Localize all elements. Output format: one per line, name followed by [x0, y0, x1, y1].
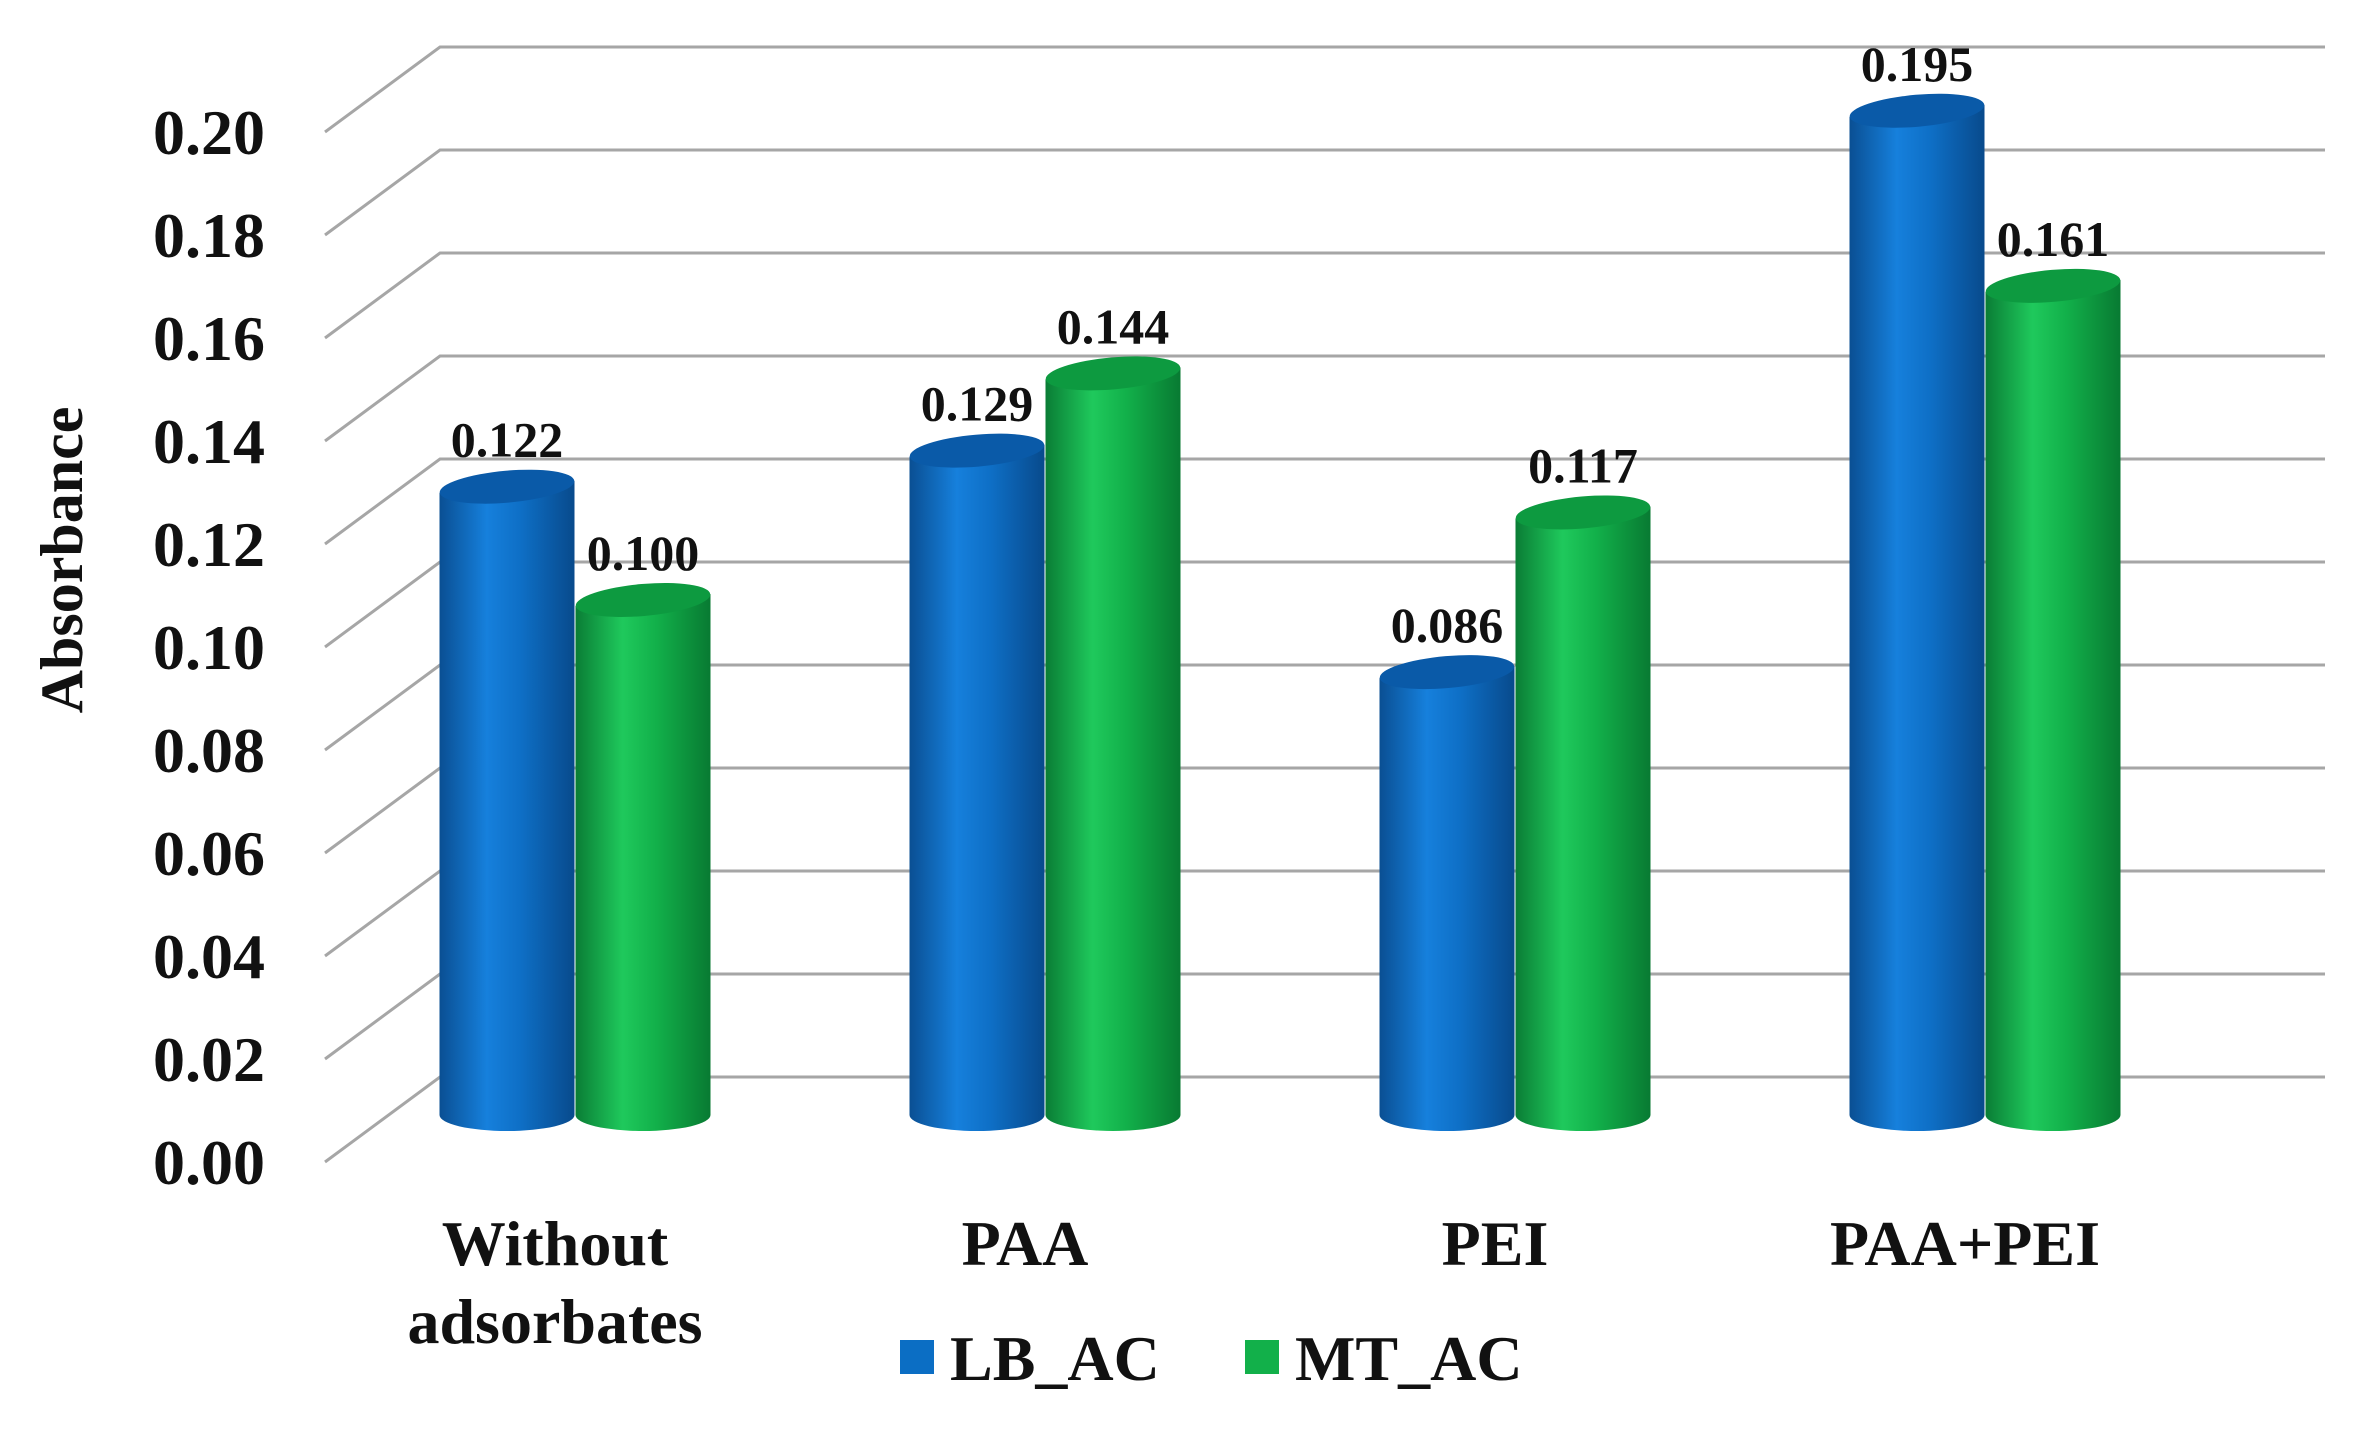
bar-body — [439, 480, 575, 1131]
gridline — [324, 354, 2325, 443]
bar-body — [575, 594, 711, 1131]
y-tick-label: 0.16 — [153, 303, 265, 374]
legend-swatch — [900, 1340, 934, 1374]
data-label: 0.129 — [921, 376, 1034, 432]
data-label: 0.144 — [1057, 298, 1170, 354]
bar-MT_AC-3 — [1985, 268, 2121, 1132]
bar-LB_AC-3 — [1849, 93, 1985, 1131]
gridline — [324, 457, 2325, 546]
x-category-label: Without adsorbates — [407, 1208, 702, 1357]
legend-swatch — [1245, 1340, 1279, 1374]
bar-MT_AC-2 — [1515, 495, 1651, 1131]
bar-top — [1849, 93, 1985, 128]
data-label: 0.122 — [451, 412, 564, 468]
gridline — [324, 45, 2325, 134]
y-tick-label: 0.06 — [153, 818, 265, 889]
y-tick-label: 0.08 — [153, 715, 265, 786]
bar-top — [1515, 495, 1651, 530]
bar-top — [909, 433, 1045, 468]
bar-body — [1985, 279, 2121, 1132]
legend-item-MT_AC: MT_AC — [1245, 1323, 1523, 1394]
y-tick-label: 0.00 — [153, 1127, 265, 1198]
bar-LB_AC-1 — [909, 433, 1045, 1131]
bar-top — [439, 469, 575, 504]
y-tick-label: 0.20 — [153, 97, 265, 168]
x-category-label: PAA — [962, 1208, 1089, 1279]
bar-MT_AC-0 — [575, 583, 711, 1131]
bar-MT_AC-1 — [1045, 356, 1181, 1131]
data-labels: 0.122 0.129 0.086 0.195 0.100 0.144 0.117 0.161 — [451, 36, 2110, 653]
bars — [439, 93, 2121, 1132]
bar-body — [1379, 666, 1515, 1131]
bar-LB_AC-2 — [1379, 655, 1515, 1131]
data-label: 0.100 — [587, 525, 700, 581]
bar-body — [1849, 104, 1985, 1131]
y-tick-label: 0.14 — [153, 406, 265, 477]
bar-body — [1045, 367, 1181, 1131]
bar-top — [1985, 268, 2121, 303]
bar-body — [909, 444, 1045, 1131]
x-category-label: PAA+PEI — [1830, 1208, 2100, 1279]
y-tick-label: 0.10 — [153, 612, 265, 683]
data-label: 0.195 — [1861, 36, 1974, 92]
gridline — [324, 148, 2325, 237]
gridline — [324, 251, 2325, 340]
legend-label: MT_AC — [1295, 1323, 1523, 1394]
bar-top — [1045, 356, 1181, 391]
data-label: 0.117 — [1528, 437, 1638, 493]
bar-top — [1379, 655, 1515, 690]
x-category-label: PEI — [1442, 1208, 1549, 1279]
data-label: 0.086 — [1391, 597, 1504, 653]
y-axis-label: Absorbance — [29, 407, 95, 714]
y-axis-ticks: 0.00 0.02 0.04 0.06 0.08 0.10 0.12 0.14 0.16 0.18… — [153, 97, 265, 1198]
data-label: 0.161 — [1997, 211, 2110, 267]
y-tick-label: 0.12 — [153, 509, 265, 580]
bar-top — [575, 583, 711, 617]
legend-item-LB_AC: LB_AC — [900, 1323, 1160, 1394]
bar-LB_AC-0 — [439, 469, 575, 1131]
legend-label: LB_AC — [950, 1323, 1160, 1394]
y-tick-label: 0.18 — [153, 200, 265, 271]
x-axis-categories: Without adsorbates PAA PEI PAA+PEI — [407, 1208, 2100, 1357]
legend: LB_AC MT_AC — [900, 1323, 1523, 1394]
bar-body — [1515, 506, 1651, 1131]
y-tick-label: 0.02 — [153, 1024, 265, 1095]
y-tick-label: 0.04 — [153, 921, 265, 992]
